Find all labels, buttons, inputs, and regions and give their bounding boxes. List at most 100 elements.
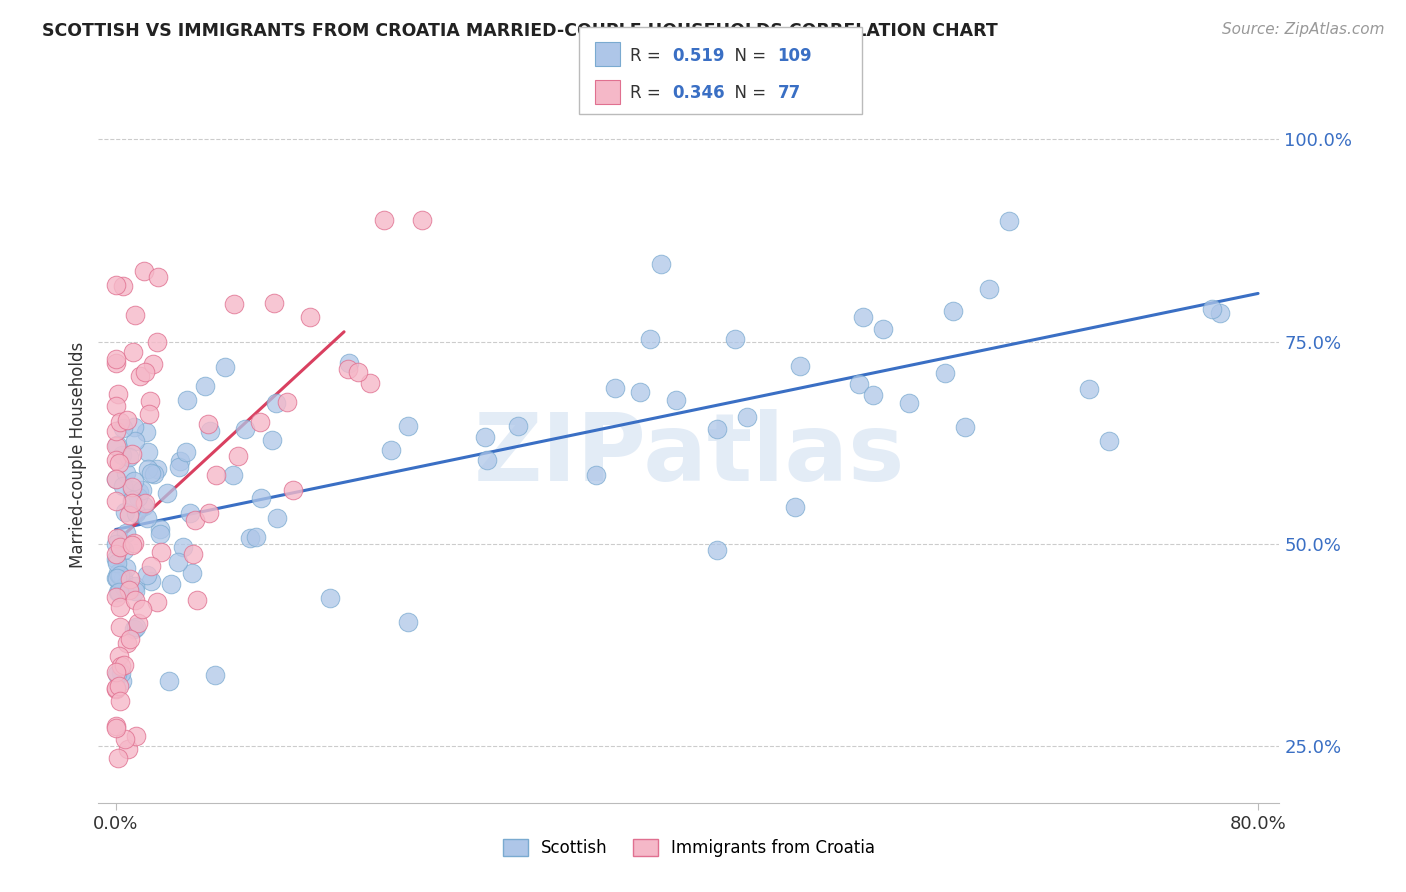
- Point: [1078, 383, 1101, 397]
- Point: [848, 377, 870, 392]
- Point: [346, 366, 368, 380]
- Point: [105, 719, 128, 733]
- Point: [125, 729, 148, 743]
- Point: [108, 568, 131, 582]
- Point: [104, 453, 127, 467]
- Point: [181, 547, 204, 561]
- Point: [157, 674, 180, 689]
- Point: [276, 395, 298, 409]
- Point: [104, 721, 127, 735]
- Point: [124, 583, 146, 598]
- Point: [148, 269, 170, 284]
- Point: [105, 437, 128, 451]
- Point: [111, 571, 134, 585]
- Point: [239, 532, 262, 546]
- Point: [706, 542, 728, 557]
- Point: [628, 385, 651, 400]
- Point: [176, 393, 198, 408]
- Point: [585, 467, 607, 482]
- Text: Source: ZipAtlas.com: Source: ZipAtlas.com: [1222, 22, 1385, 37]
- Point: [108, 649, 131, 664]
- Point: [108, 457, 131, 471]
- Point: [475, 452, 498, 467]
- Point: [977, 282, 1000, 296]
- Point: [115, 466, 138, 480]
- Point: [359, 376, 381, 391]
- Point: [128, 485, 150, 500]
- Point: [221, 467, 243, 482]
- Point: [214, 360, 236, 375]
- Point: [249, 415, 271, 429]
- Point: [174, 444, 197, 458]
- Text: R =: R =: [630, 46, 666, 65]
- Point: [179, 507, 201, 521]
- Point: [114, 731, 136, 746]
- Point: [114, 506, 136, 520]
- Point: [132, 499, 155, 513]
- Point: [112, 543, 135, 558]
- Point: [107, 751, 129, 765]
- Text: N =: N =: [724, 85, 772, 103]
- Point: [396, 615, 419, 629]
- Point: [110, 694, 132, 708]
- Point: [139, 394, 162, 409]
- Point: [108, 584, 131, 599]
- Point: [186, 593, 208, 607]
- Point: [789, 359, 811, 373]
- Point: [104, 537, 127, 551]
- Point: [104, 681, 127, 695]
- Point: [110, 620, 132, 634]
- Text: N =: N =: [724, 46, 772, 65]
- Legend: Scottish, Immigrants from Croatia: Scottish, Immigrants from Croatia: [496, 832, 882, 864]
- Point: [222, 296, 245, 310]
- Point: [198, 506, 221, 520]
- Point: [250, 491, 273, 506]
- Point: [104, 439, 127, 453]
- Point: [105, 682, 128, 697]
- Point: [105, 665, 128, 680]
- Point: [139, 466, 162, 480]
- Point: [111, 448, 134, 462]
- Point: [169, 454, 191, 468]
- Point: [194, 379, 217, 393]
- Point: [139, 558, 162, 573]
- Point: [226, 449, 249, 463]
- Point: [131, 483, 153, 497]
- Point: [172, 540, 194, 554]
- Point: [143, 467, 166, 481]
- Text: 109: 109: [778, 46, 813, 65]
- Point: [121, 446, 143, 460]
- Point: [149, 526, 172, 541]
- Point: [640, 332, 662, 346]
- Point: [706, 422, 728, 436]
- Point: [121, 496, 143, 510]
- Point: [104, 551, 127, 566]
- Point: [104, 351, 127, 366]
- Point: [411, 213, 433, 227]
- Point: [112, 278, 135, 293]
- Point: [121, 344, 143, 359]
- Point: [105, 424, 128, 438]
- Point: [120, 632, 142, 646]
- Point: [124, 434, 146, 448]
- Point: [112, 479, 135, 493]
- Point: [105, 570, 128, 584]
- Point: [953, 420, 976, 434]
- Point: [110, 600, 132, 615]
- Point: [783, 500, 806, 514]
- Point: [111, 673, 134, 688]
- Point: [155, 486, 177, 500]
- Point: [112, 658, 135, 673]
- Point: [111, 421, 134, 435]
- Text: 77: 77: [778, 85, 801, 103]
- Point: [263, 296, 285, 310]
- Point: [121, 480, 143, 494]
- Point: [104, 472, 127, 486]
- Point: [121, 483, 143, 498]
- Point: [934, 367, 956, 381]
- Point: [245, 529, 267, 543]
- Point: [121, 492, 143, 507]
- Point: [105, 572, 128, 586]
- Point: [105, 557, 128, 571]
- Point: [124, 579, 146, 593]
